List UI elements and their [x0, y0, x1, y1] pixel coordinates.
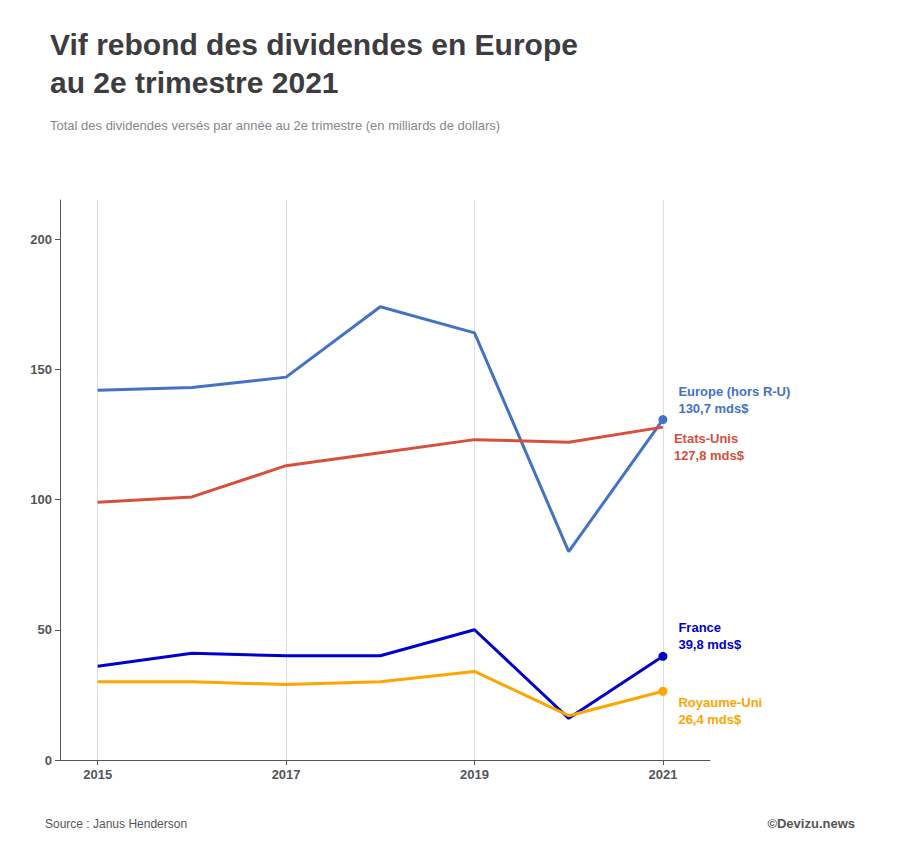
svg-text:100: 100 — [30, 492, 52, 507]
svg-text:2017: 2017 — [272, 767, 301, 782]
svg-text:50: 50 — [38, 622, 52, 637]
svg-text:Total des dividendes versés pa: Total des dividendes versés par année au… — [50, 118, 500, 133]
svg-text:Vif rebond des dividendes en E: Vif rebond des dividendes en Europe — [50, 28, 578, 61]
svg-text:150: 150 — [30, 362, 52, 377]
svg-text:Source : Janus Henderson: Source : Janus Henderson — [45, 817, 187, 831]
svg-text:2019: 2019 — [460, 767, 489, 782]
svg-text:Royaume-Uni: Royaume-Uni — [678, 695, 762, 710]
svg-text:Europe (hors R-U): Europe (hors R-U) — [678, 384, 790, 399]
svg-text:Etats-Unis: Etats-Unis — [674, 431, 738, 446]
svg-text:2015: 2015 — [83, 767, 112, 782]
svg-text:200: 200 — [30, 232, 52, 247]
svg-text:0: 0 — [45, 753, 52, 768]
svg-text:26,4 mds$: 26,4 mds$ — [678, 712, 742, 727]
svg-text:127,8 mds$: 127,8 mds$ — [674, 448, 745, 463]
svg-text:©Devizu.news: ©Devizu.news — [767, 816, 855, 831]
svg-text:2021: 2021 — [648, 767, 677, 782]
svg-text:au 2e trimestre 2021: au 2e trimestre 2021 — [50, 66, 339, 99]
svg-text:39,8 mds$: 39,8 mds$ — [678, 637, 742, 652]
svg-text:France: France — [678, 620, 721, 635]
svg-text:130,7 mds$: 130,7 mds$ — [678, 401, 749, 416]
